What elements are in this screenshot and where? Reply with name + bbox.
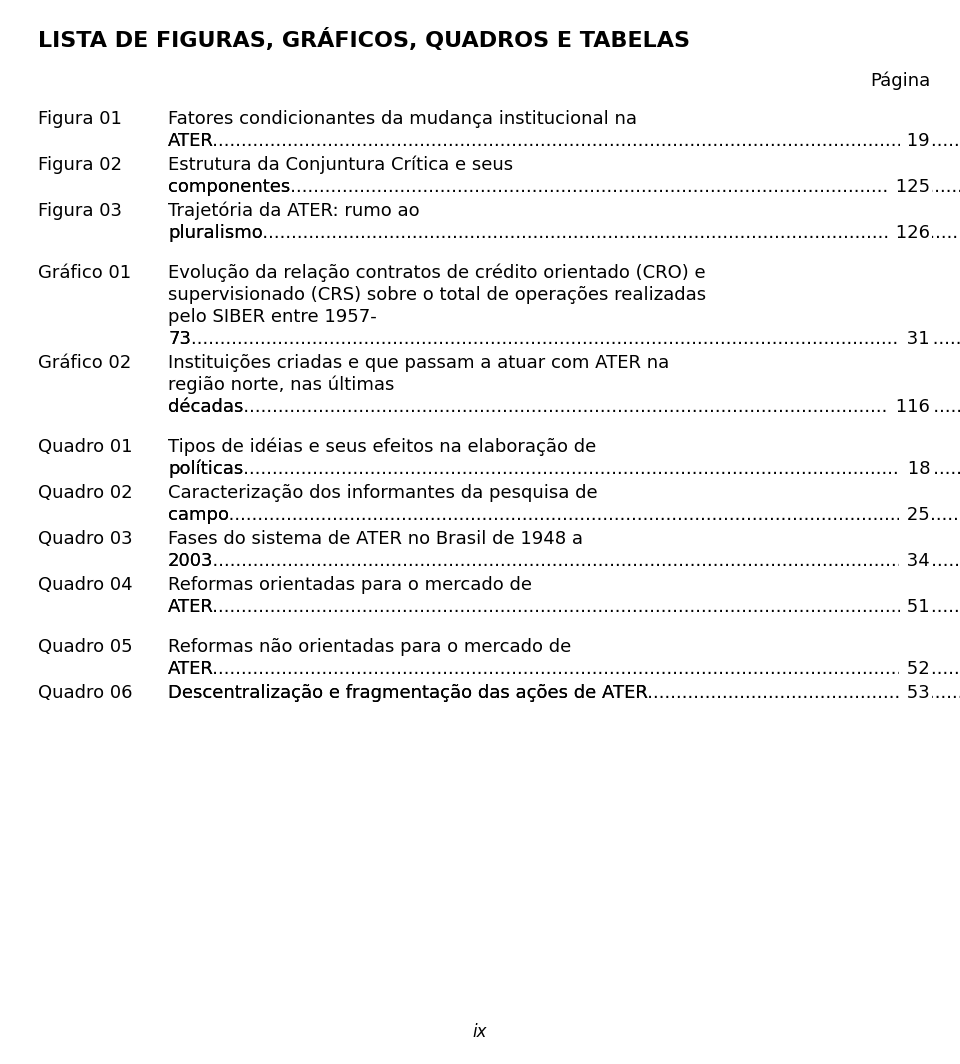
Text: ATER: ATER	[168, 132, 214, 150]
Text: ATER: ATER	[168, 660, 214, 678]
Text: Quadro 04: Quadro 04	[38, 576, 132, 594]
Text: 116: 116	[890, 398, 930, 416]
Text: Fatores condicionantes da mudança institucional na: Fatores condicionantes da mudança instit…	[168, 110, 637, 128]
Text: Gráfico 02: Gráfico 02	[38, 354, 132, 372]
Text: pelo SIBER entre 1957-: pelo SIBER entre 1957-	[168, 307, 376, 326]
Text: décadas.........................................................................: décadas.................................…	[168, 398, 960, 416]
Text: supervisionado (CRS) sobre o total de operações realizadas: supervisionado (CRS) sobre o total de op…	[168, 286, 707, 304]
Text: Reformas não orientadas para o mercado de: Reformas não orientadas para o mercado d…	[168, 638, 571, 656]
Text: Instituições criadas e que passam a atuar com ATER na: Instituições criadas e que passam a atua…	[168, 354, 669, 372]
Text: 126: 126	[890, 225, 930, 242]
Text: Descentralização e fragmentação das ações de ATER...............................: Descentralização e fragmentação das açõe…	[168, 684, 960, 702]
Text: 51: 51	[901, 598, 930, 616]
Text: 125: 125	[890, 178, 930, 196]
Text: Figura 03: Figura 03	[38, 202, 122, 220]
Text: políticas: políticas	[168, 460, 243, 479]
Text: Quadro 03: Quadro 03	[38, 530, 132, 548]
Text: 19: 19	[901, 132, 930, 150]
Text: ATER............................................................................: ATER....................................…	[168, 660, 960, 678]
Text: 73: 73	[168, 330, 191, 348]
Text: campo: campo	[168, 506, 229, 523]
Text: região norte, nas últimas: região norte, nas últimas	[168, 376, 395, 395]
Text: componentes.....................................................................: componentes.............................…	[168, 178, 960, 196]
Text: 2003............................................................................: 2003....................................…	[168, 552, 960, 570]
Text: campo...........................................................................: campo...................................…	[168, 506, 960, 523]
Text: 53: 53	[901, 684, 930, 702]
Text: Trajetória da ATER: rumo ao: Trajetória da ATER: rumo ao	[168, 202, 420, 220]
Text: Página: Página	[870, 72, 930, 90]
Text: ix: ix	[472, 1023, 488, 1041]
Text: Tipos de idéias e seus efeitos na elaboração de: Tipos de idéias e seus efeitos na elabor…	[168, 438, 596, 456]
Text: Quadro 01: Quadro 01	[38, 438, 132, 456]
Text: 25: 25	[901, 506, 930, 523]
Text: pluralismo......................................................................: pluralismo..............................…	[168, 225, 960, 242]
Text: Quadro 05: Quadro 05	[38, 638, 132, 656]
Text: Quadro 02: Quadro 02	[38, 484, 132, 502]
Text: 18: 18	[901, 460, 930, 478]
Text: Quadro 06: Quadro 06	[38, 684, 132, 702]
Text: 73..............................................................................: 73......................................…	[168, 330, 960, 348]
Text: Evolução da relação contratos de crédito orientado (CRO) e: Evolução da relação contratos de crédito…	[168, 264, 706, 283]
Text: LISTA DE FIGURAS, GRÁFICOS, QUADROS E TABELAS: LISTA DE FIGURAS, GRÁFICOS, QUADROS E TA…	[38, 28, 690, 51]
Text: ATER............................................................................: ATER....................................…	[168, 598, 960, 616]
Text: décadas: décadas	[168, 398, 244, 416]
Text: Figura 01: Figura 01	[38, 110, 122, 128]
Text: 31: 31	[901, 330, 930, 348]
Text: Figura 02: Figura 02	[38, 156, 122, 174]
Text: ATER............................................................................: ATER....................................…	[168, 132, 960, 150]
Text: 34: 34	[901, 552, 930, 570]
Text: 2003: 2003	[168, 552, 213, 570]
Text: Reformas orientadas para o mercado de: Reformas orientadas para o mercado de	[168, 576, 532, 594]
Text: Descentralização e fragmentação das ações de ATER: Descentralização e fragmentação das açõe…	[168, 684, 648, 702]
Text: Estrutura da Conjuntura Crítica e seus: Estrutura da Conjuntura Crítica e seus	[168, 156, 514, 174]
Text: ATER: ATER	[168, 598, 214, 616]
Text: Fases do sistema de ATER no Brasil de 1948 a: Fases do sistema de ATER no Brasil de 19…	[168, 530, 583, 548]
Text: políticas.......................................................................: políticas...............................…	[168, 460, 960, 479]
Text: Caracterização dos informantes da pesquisa de: Caracterização dos informantes da pesqui…	[168, 484, 598, 502]
Text: componentes: componentes	[168, 178, 290, 196]
Text: 52: 52	[901, 660, 930, 678]
Text: Gráfico 01: Gráfico 01	[38, 264, 132, 282]
Text: pluralismo: pluralismo	[168, 225, 263, 242]
